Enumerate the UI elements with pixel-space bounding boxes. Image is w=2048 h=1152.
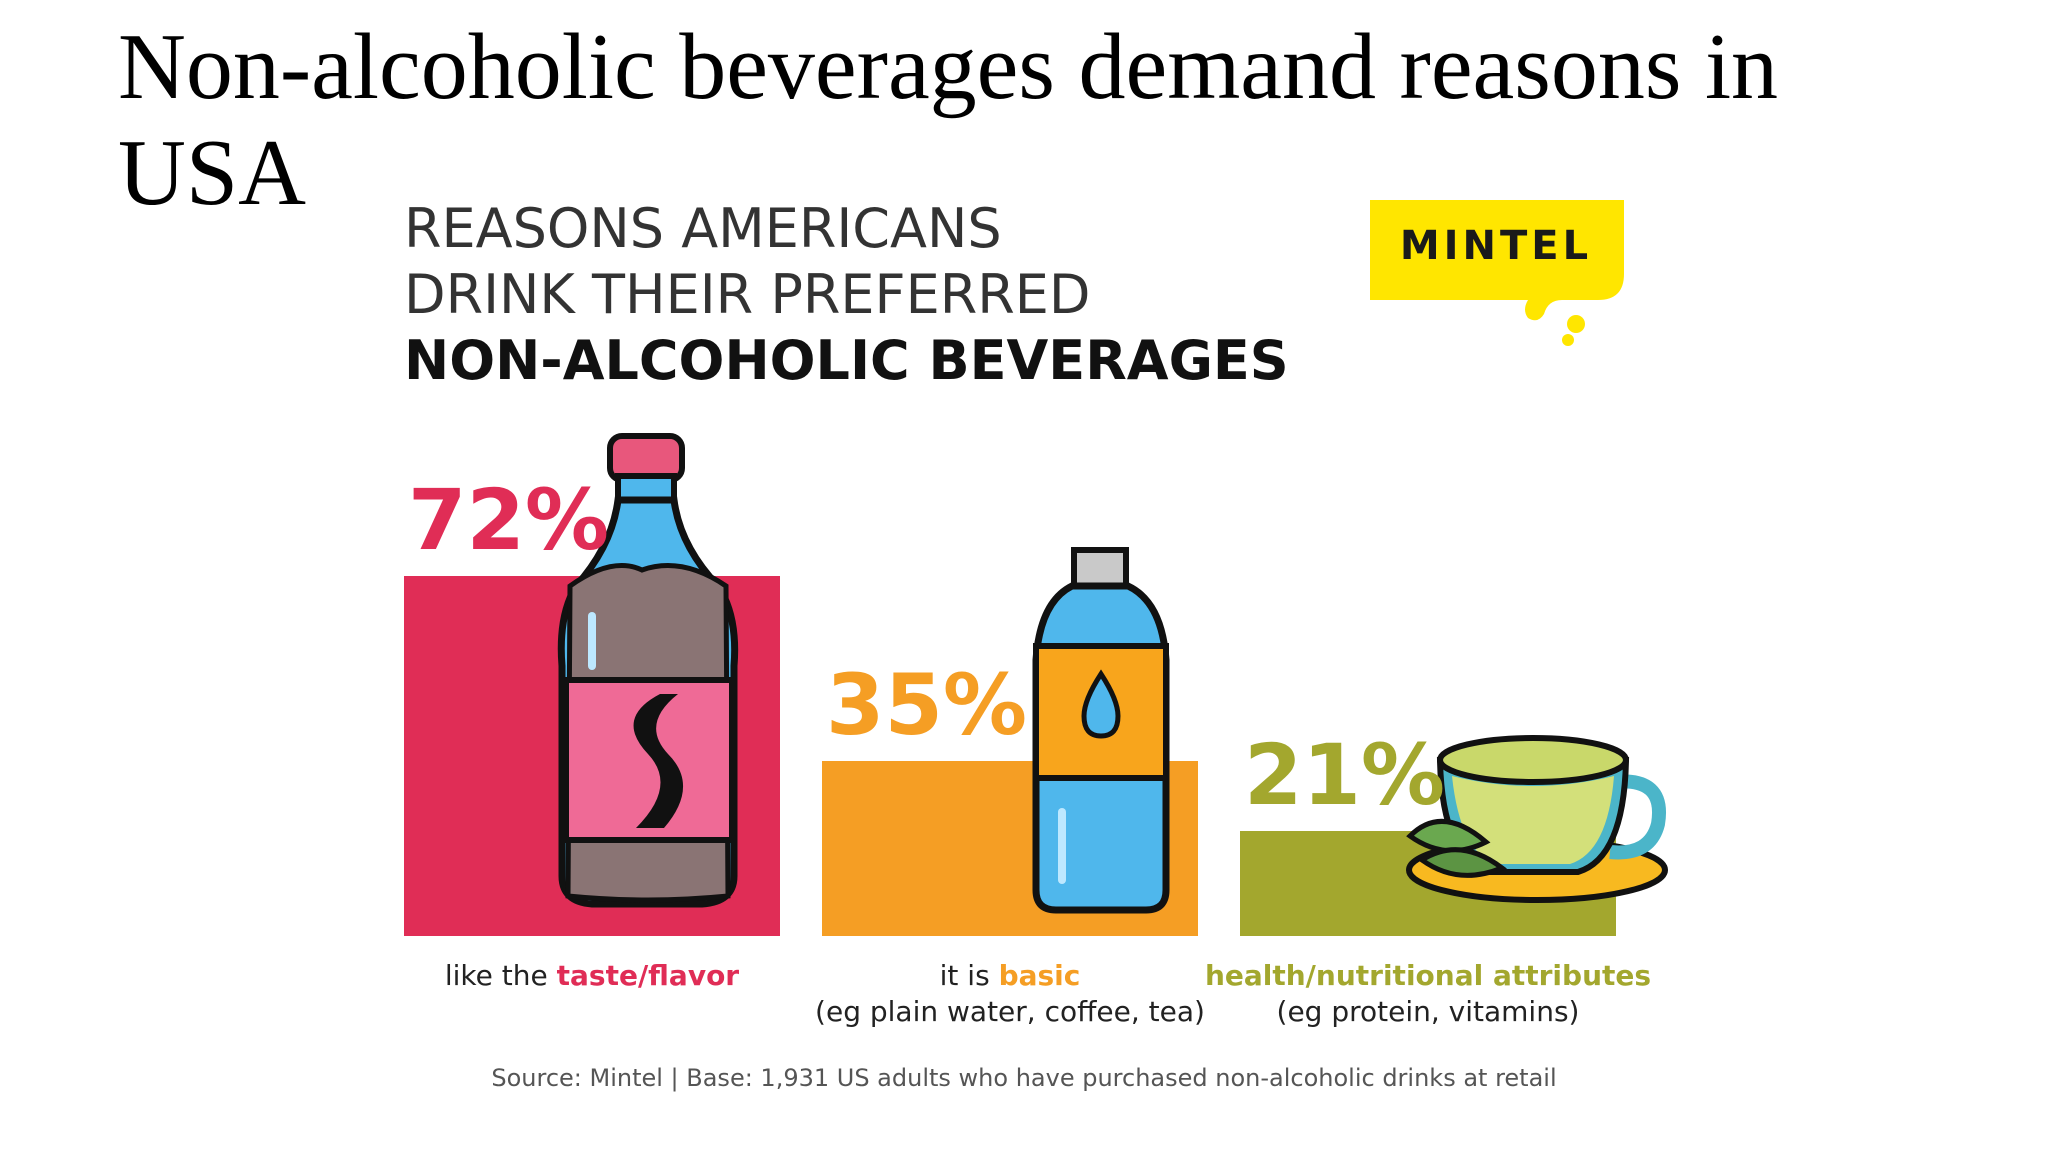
logo-text: MINTEL [1400, 223, 1592, 269]
value-label-1: 72% [408, 471, 610, 569]
category-label-prefix: like the [444, 959, 557, 992]
category-label-accent: basic [998, 959, 1081, 992]
infographic-title-line-1: REASONS AMERICANS [404, 197, 1002, 260]
infographic-title-line-2: DRINK THEIR PREFERRED [404, 263, 1091, 326]
category-label-accent: taste/flavor [556, 959, 740, 992]
value-label-3: 21% [1244, 726, 1446, 824]
soda-bottle-icon [557, 433, 739, 908]
mintel-logo: MINTEL [1370, 200, 1624, 346]
water-bottle-icon [1032, 547, 1170, 914]
tea-cup-icon [1406, 735, 1668, 903]
category-label-1: like the taste/flavor [364, 958, 820, 994]
value-label-2: 35% [826, 656, 1028, 754]
category-label-2: it is basic (eg plain water, coffee, tea) [782, 958, 1238, 1030]
category-label-3: health/nutritional attributes (eg protein… [1200, 958, 1656, 1030]
source-note: Source: Mintel | Base: 1,931 US adults w… [491, 1064, 1557, 1092]
slide-title: Non-alcoholic beverages demand reasons i… [118, 15, 1779, 225]
category-label-accent: health/nutritional attributes [1204, 959, 1652, 992]
category-label-sub: (eg protein, vitamins) [1276, 995, 1580, 1028]
infographic-title: REASONS AMERICANS DRINK THEIR PREFERRED … [404, 196, 1304, 394]
category-label-sub: (eg plain water, coffee, tea) [815, 995, 1205, 1028]
category-label-prefix: it is [939, 959, 999, 992]
infographic-title-line-3: NON-ALCOHOLIC BEVERAGES [404, 329, 1289, 392]
